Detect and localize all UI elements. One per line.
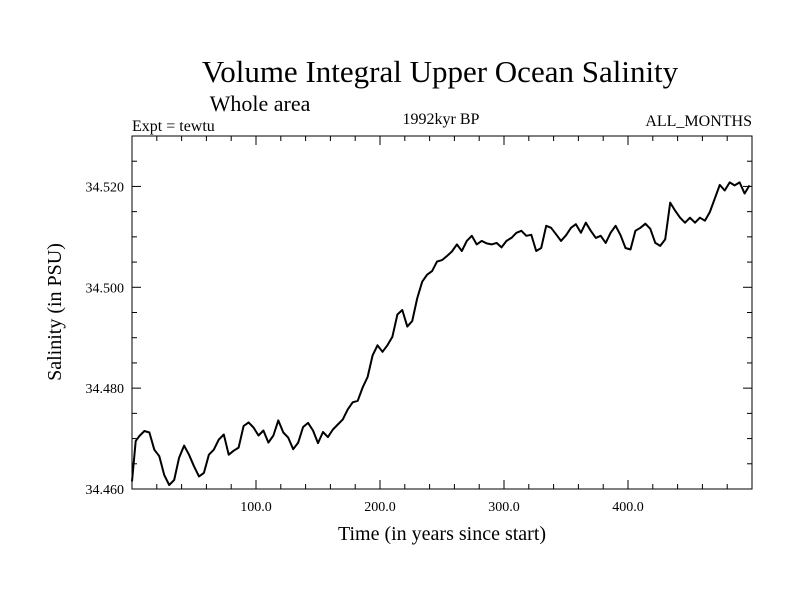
chart-subtitle: Whole area bbox=[210, 91, 311, 116]
x-tick-label: 100.0 bbox=[240, 500, 272, 515]
x-tick-label: 300.0 bbox=[488, 500, 520, 515]
y-tick-label: 34.500 bbox=[86, 281, 125, 296]
x-axis-label: Time (in years since start) bbox=[338, 523, 546, 545]
y-axis-label: Salinity (in PSU) bbox=[44, 243, 66, 381]
experiment-label: Expt = tewtu bbox=[132, 118, 215, 135]
y-tick-label: 34.460 bbox=[86, 483, 125, 498]
x-tick-label: 400.0 bbox=[612, 500, 644, 515]
salinity-series-line bbox=[131, 181, 751, 486]
months-label: ALL_MONTHS bbox=[645, 113, 752, 130]
period-label: 1992kyr BP bbox=[403, 111, 480, 128]
chart-title: Volume Integral Upper Ocean Salinity bbox=[202, 54, 679, 89]
y-tick-label: 34.520 bbox=[86, 180, 125, 195]
x-tick-label: 200.0 bbox=[364, 500, 396, 515]
y-tick-label: 34.480 bbox=[86, 382, 125, 397]
